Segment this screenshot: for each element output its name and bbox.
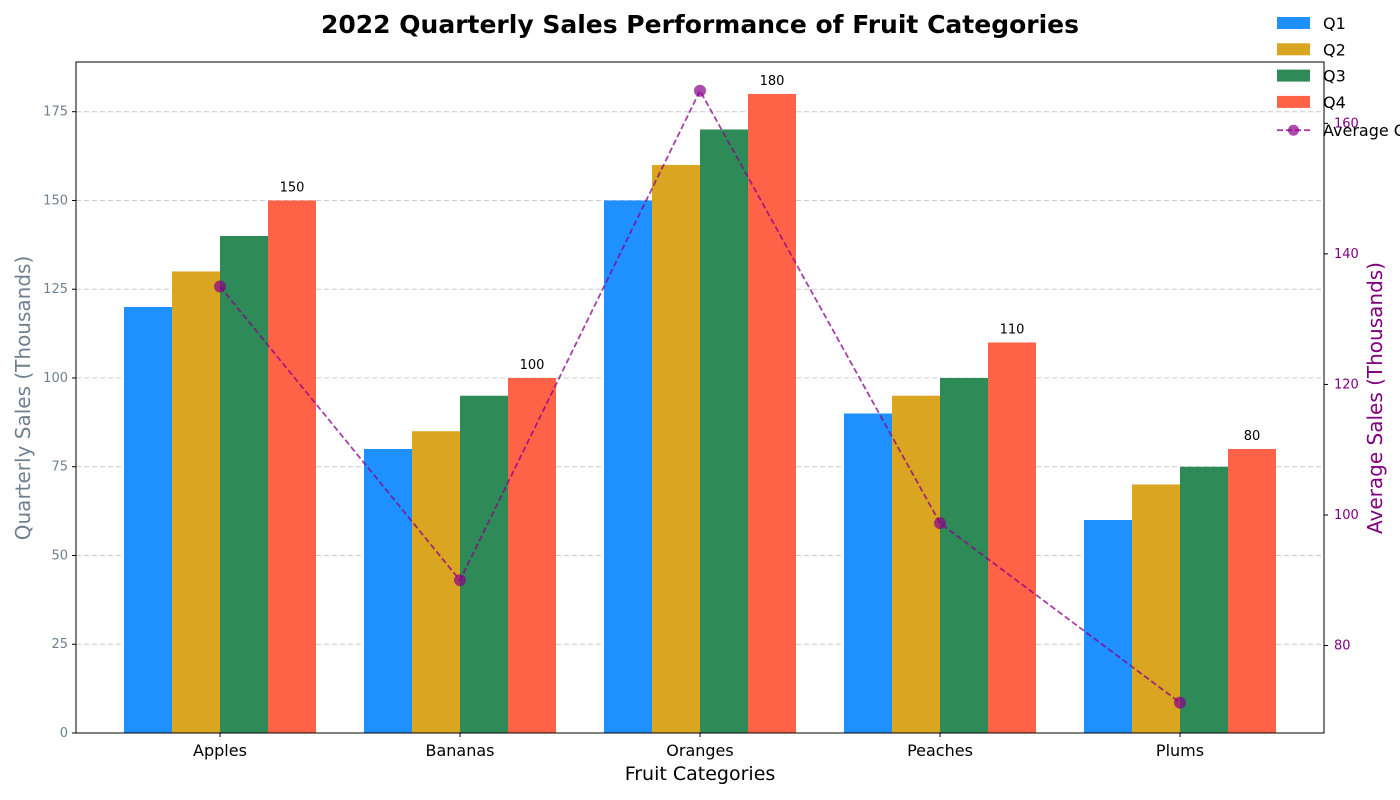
data-label: 150: [280, 180, 305, 195]
y-tick-label: 0: [60, 726, 68, 741]
bar: [1084, 519, 1132, 733]
bar: [988, 342, 1036, 733]
bar: [508, 377, 556, 733]
x-tick-label: Peaches: [907, 741, 973, 760]
average-line-layer: [214, 84, 1186, 709]
data-label: 100: [520, 358, 545, 373]
y-tick-label: 175: [43, 105, 68, 120]
y-axis-label-right: Average Sales (Thousands): [1363, 262, 1387, 534]
y-tick-label: 150: [43, 193, 68, 208]
legend-label: Q3: [1323, 67, 1346, 86]
x-tick-label: Apples: [193, 741, 247, 760]
data-label: 80: [1244, 429, 1261, 444]
bar: [1228, 448, 1276, 733]
average-point: [1174, 696, 1186, 709]
bar: [1132, 484, 1180, 733]
legend-line-marker: [1288, 124, 1299, 136]
bar: [412, 431, 460, 733]
legend-swatch: [1277, 17, 1310, 29]
data-labels: 150 100 180 110 80: [280, 74, 1261, 444]
x-tick-label: Oranges: [666, 741, 733, 760]
average-point: [694, 84, 706, 97]
chart-title: 2022 Quarterly Sales Performance of Frui…: [321, 10, 1079, 39]
x-axis-label: Fruit Categories: [625, 763, 776, 785]
bars: [124, 93, 1276, 734]
y2-tick-label: 120: [1334, 377, 1359, 392]
legend-swatch: [1277, 69, 1310, 82]
bar: [844, 413, 892, 733]
y-tick-label: 125: [43, 282, 68, 297]
bar: [268, 200, 316, 733]
legend-label: Average Q: [1323, 121, 1400, 140]
bar: [1180, 466, 1228, 733]
legend-label: Q2: [1323, 40, 1346, 59]
x-tick-label: Plums: [1156, 741, 1204, 760]
data-label: 110: [1000, 322, 1025, 337]
data-label: 180: [760, 74, 785, 89]
bar: [604, 200, 652, 733]
legend: Q1 Q2 Q3 Q4 Average Q: [1277, 14, 1400, 140]
average-line: [219, 88, 1181, 704]
axes: 0 25 50 75 100 125 150 175 80 100 120 140 160 Apples B…: [43, 105, 1359, 760]
y2-tick-label: 140: [1334, 247, 1359, 262]
y-tick-label: 50: [51, 548, 68, 563]
bar: [652, 164, 700, 734]
y-axis-label-left: Quarterly Sales (Thousands): [11, 256, 35, 540]
y-tick-label: 25: [51, 637, 68, 652]
bar: [940, 377, 988, 733]
legend-swatch: [1277, 43, 1310, 56]
y-tick-label: 75: [51, 460, 68, 475]
bar: [220, 235, 268, 734]
bar: [124, 306, 172, 733]
legend-swatch: [1277, 95, 1310, 108]
x-tick-label: Bananas: [425, 741, 494, 760]
legend-label: Q4: [1323, 93, 1346, 112]
bar: [748, 93, 796, 733]
y-tick-label: 100: [43, 371, 68, 386]
bar: [892, 395, 940, 733]
y2-tick-label: 160: [1334, 116, 1359, 131]
y2-tick-label: 80: [1334, 639, 1351, 654]
bar: [700, 129, 748, 734]
average-point: [214, 280, 226, 293]
y2-tick-label: 100: [1334, 508, 1359, 523]
legend-label: Q1: [1323, 14, 1346, 33]
average-point: [934, 517, 946, 530]
bar: [172, 271, 220, 733]
average-point: [454, 574, 466, 587]
bar: [364, 448, 412, 733]
